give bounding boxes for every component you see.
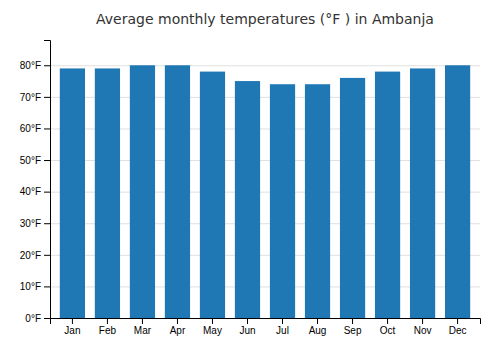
- y-tick: 50°F: [20, 155, 50, 166]
- y-tick-mark: [44, 97, 50, 98]
- y-tick-label: 60°F: [20, 123, 41, 134]
- x-tick: May: [203, 318, 222, 336]
- bar: [95, 68, 120, 318]
- y-tick-mark: [44, 255, 50, 256]
- x-tick-label: Nov: [414, 325, 432, 336]
- x-tick-label: Mar: [134, 325, 152, 336]
- x-tick: Apr: [170, 318, 186, 336]
- x-tick-label: Jan: [64, 325, 80, 336]
- bar: [200, 72, 225, 318]
- x-tick-label: Jun: [239, 325, 255, 336]
- x-tick: Dec: [449, 318, 467, 336]
- x-tick-mark: [317, 318, 318, 324]
- y-tick-label: 0°F: [25, 313, 41, 324]
- bars: [60, 65, 470, 318]
- grid: [50, 66, 480, 319]
- bar: [60, 68, 85, 318]
- x-tick-label: Aug: [309, 325, 327, 336]
- grid-line: [50, 65, 480, 66]
- bar: [270, 84, 295, 318]
- x-axis-line: [51, 319, 481, 325]
- bar: [410, 68, 435, 318]
- x-tick-mark: [282, 318, 283, 324]
- x-tick-label: Feb: [99, 325, 117, 336]
- grid-tick: [50, 65, 480, 66]
- y-tick-label: 30°F: [20, 218, 41, 229]
- y-tick: 30°F: [20, 218, 50, 229]
- x-tick-mark: [142, 318, 143, 324]
- x-tick: Jan: [64, 318, 80, 336]
- x-axis: Jan Feb Mar Apr May Jun Jul Aug Sep Oct Nov Dec: [51, 318, 481, 336]
- x-tick: Sep: [344, 318, 362, 336]
- bar: [445, 65, 470, 318]
- y-tick: 40°F: [20, 186, 50, 197]
- y-tick-label: 80°F: [20, 60, 41, 71]
- y-tick-label: 70°F: [20, 92, 41, 103]
- y-tick-mark: [44, 65, 50, 66]
- y-tick-label: 20°F: [20, 250, 41, 261]
- bar: [130, 65, 155, 318]
- y-tick-mark: [44, 318, 50, 319]
- x-tick-mark: [177, 318, 178, 324]
- y-axis-line: [44, 41, 51, 319]
- x-tick-label: Sep: [344, 325, 362, 336]
- chart: 0°F 10°F 20°F 30°F 40°F 50°F 60°F 70°F 80°F Jan Fe…: [0, 0, 500, 350]
- y-tick-mark: [44, 128, 50, 129]
- y-tick-mark: [44, 223, 50, 224]
- x-tick-mark: [352, 318, 353, 324]
- x-tick-label: Oct: [380, 325, 396, 336]
- x-tick-label: Jul: [276, 325, 289, 336]
- x-tick-mark: [457, 318, 458, 324]
- x-tick: Feb: [99, 318, 117, 336]
- x-tick-mark: [107, 318, 108, 324]
- x-tick: Oct: [380, 318, 396, 336]
- x-tick-label: Apr: [170, 325, 186, 336]
- y-tick: 60°F: [20, 123, 50, 134]
- plot: 0°F 10°F 20°F 30°F 40°F 50°F 60°F 70°F 80°F Jan Fe…: [20, 41, 481, 337]
- x-tick-label: May: [203, 325, 222, 336]
- x-tick: Jul: [276, 318, 289, 336]
- y-tick-mark: [44, 192, 50, 193]
- y-tick: 0°F: [25, 313, 50, 324]
- bar: [305, 84, 330, 318]
- x-tick-mark: [212, 318, 213, 324]
- bar: [165, 65, 190, 318]
- y-axis: 0°F 10°F 20°F 30°F 40°F 50°F 60°F 70°F 80°F: [20, 41, 51, 324]
- x-tick-mark: [422, 318, 423, 324]
- y-tick: 70°F: [20, 92, 50, 103]
- x-tick: Nov: [414, 318, 432, 336]
- y-tick: 10°F: [20, 281, 50, 292]
- y-tick-mark: [44, 286, 50, 287]
- y-tick: 80°F: [20, 60, 50, 71]
- x-tick-mark: [247, 318, 248, 324]
- x-tick-mark: [72, 318, 73, 324]
- y-tick-mark: [44, 160, 50, 161]
- y-tick: 20°F: [20, 250, 50, 261]
- title: Average monthly temperatures (°F ) in Am…: [96, 11, 434, 27]
- x-tick-mark: [387, 318, 388, 324]
- x-tick: Aug: [309, 318, 327, 336]
- bar: [235, 81, 260, 318]
- x-tick: Jun: [239, 318, 255, 336]
- x-tick: Mar: [134, 318, 152, 336]
- x-tick-label: Dec: [449, 325, 467, 336]
- y-tick-label: 40°F: [20, 186, 41, 197]
- y-tick-label: 50°F: [20, 155, 41, 166]
- bar: [340, 78, 365, 318]
- y-tick-label: 10°F: [20, 281, 41, 292]
- bar: [375, 72, 400, 318]
